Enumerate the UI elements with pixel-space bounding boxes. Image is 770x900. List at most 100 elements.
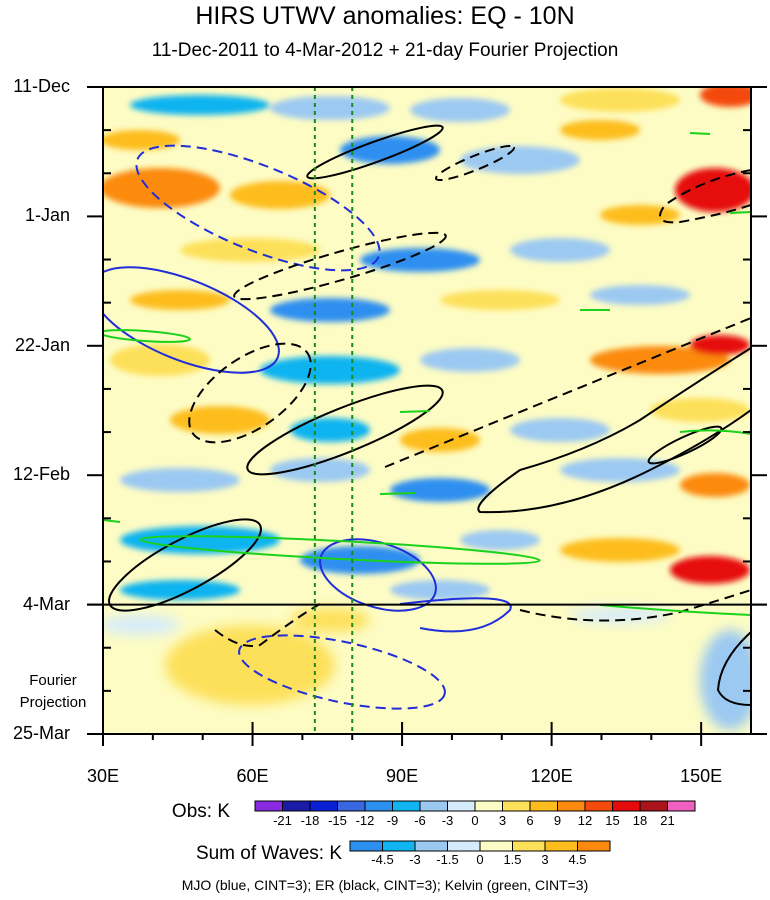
colorbar-cell (392, 800, 421, 812)
colorbar-label: 21 (660, 813, 675, 828)
colorbar-label: 3 (498, 813, 507, 828)
kelvin-contour (103, 329, 191, 343)
waves-colorbar-title: Sum of Waves: K (195, 843, 342, 864)
plot-area (103, 87, 751, 734)
colorbar-cell (364, 800, 393, 812)
y-tick-label: 4-Mar (22, 593, 70, 614)
colorbar-cell (282, 800, 311, 812)
colorbar-cell (419, 800, 448, 812)
plot-frame (102, 86, 752, 735)
chart-title: HIRS UTWV anomalies: EQ - 10N (195, 2, 575, 30)
chart-subtitle: 11-Dec-2011 to 4-Mar-2012 + 21-day Fouri… (151, 40, 619, 61)
obs-field-background (103, 87, 751, 604)
x-tick-label: 90E (386, 766, 419, 786)
colorbar-cell (584, 800, 613, 812)
er-contour-positive (246, 384, 444, 476)
x-tick-label: 150E (680, 766, 723, 786)
kelvin-contour (729, 211, 751, 214)
colorbar-label: -15 (328, 813, 347, 828)
colorbar-cell (349, 840, 383, 852)
colorbar-label: 4.5 (568, 852, 587, 867)
y-tick-label: 22-Jan (14, 334, 70, 355)
colorbar-label: -6 (414, 813, 426, 828)
colorbar-label: -12 (355, 813, 375, 828)
colorbar-label: -3 (441, 813, 454, 828)
colorbar-cell (612, 800, 641, 812)
er-contour-positive (477, 347, 751, 514)
obs-colorbar-title: Obs: K (171, 801, 230, 822)
colorbar-label: -4.5 (371, 852, 394, 867)
colorbar-cell (502, 800, 531, 812)
colorbar-cell (639, 800, 668, 812)
y-tick-label: 11-Dec (13, 76, 70, 96)
colorbar-cell (447, 800, 476, 812)
colorbar-cell (447, 840, 481, 852)
kelvin-contour (689, 132, 711, 135)
colorbar-label: -18 (300, 813, 320, 828)
colorbar-cell (337, 800, 366, 812)
obs-colorbar (254, 800, 696, 812)
mjo-contour-negative (238, 634, 446, 710)
colorbar-cell (667, 800, 696, 812)
er-contour-positive (647, 425, 723, 465)
colorbar-label: 0 (476, 852, 484, 867)
y-tick-label: 12-Feb (12, 464, 70, 485)
colorbar-label: -9 (386, 813, 399, 828)
colorbar-cell (544, 840, 578, 852)
waves-colorbar (349, 840, 611, 852)
colorbar-label: 12 (577, 813, 593, 828)
mjo-contour-negative (135, 144, 381, 272)
legend-footer: MJO (blue, CINT=3); ER (black, CINT=3); … (181, 877, 589, 893)
colorbar-cell (529, 800, 558, 812)
wave-contours (103, 124, 751, 710)
kelvin-contour (379, 492, 416, 495)
colorbar-label: 1.5 (503, 852, 522, 867)
colorbar-cell (309, 800, 338, 812)
er-contour-negative (434, 144, 516, 182)
colorbar-cell (382, 840, 416, 852)
x-tick-label: 60E (236, 766, 269, 786)
mjo-contour-positive (103, 266, 280, 374)
mjo-contour-positive (399, 597, 512, 633)
er-contour-negative (519, 589, 751, 622)
colorbar-cell (512, 840, 546, 852)
fourier-label-line2: Projection (19, 694, 87, 711)
kelvin-contour (139, 535, 541, 565)
colorbar-cell (414, 840, 448, 852)
colorbar-cell (577, 840, 611, 852)
colorbar-label: 3 (541, 852, 549, 867)
er-contour-negative (659, 169, 751, 224)
er-contour-negative (233, 231, 447, 301)
colorbar-cell (474, 800, 503, 812)
colorbar-label: 6 (526, 813, 534, 828)
kelvin-contour (103, 519, 121, 523)
y-tick-label: 1-Jan (24, 205, 70, 226)
axis-ticks (87, 86, 767, 746)
er-contour-positive (306, 124, 444, 180)
kelvin-contour (599, 604, 751, 616)
reference-lines (313, 87, 354, 734)
colorbar-label: 15 (605, 813, 620, 828)
colorbar-cell (254, 800, 283, 812)
colorbar-cell (557, 800, 586, 812)
obs-anomaly-patches (103, 87, 751, 600)
x-tick-label: 120E (530, 766, 573, 786)
x-tick-label: 30E (86, 766, 120, 786)
er-contour-positive (716, 631, 751, 706)
er-contour-negative (188, 342, 312, 444)
er-contour-negative (214, 603, 321, 647)
colorbar-label: -1.5 (436, 852, 459, 867)
colorbar-label: 9 (553, 813, 562, 828)
y-tick-label: 25-Mar (12, 723, 70, 743)
kelvin-contour (399, 410, 431, 413)
colorbar-label: -3 (409, 852, 421, 867)
projection-patches (103, 607, 751, 730)
colorbar-label: 18 (632, 813, 648, 828)
fourier-label-line1: Fourier (29, 672, 77, 689)
colorbar-label: -21 (273, 813, 292, 828)
er-contour-negative (384, 317, 751, 468)
colorbar-cell (479, 840, 513, 852)
colorbar-label: 0 (471, 813, 479, 828)
fourier-projection-label: Fourier Projection (8, 670, 98, 714)
